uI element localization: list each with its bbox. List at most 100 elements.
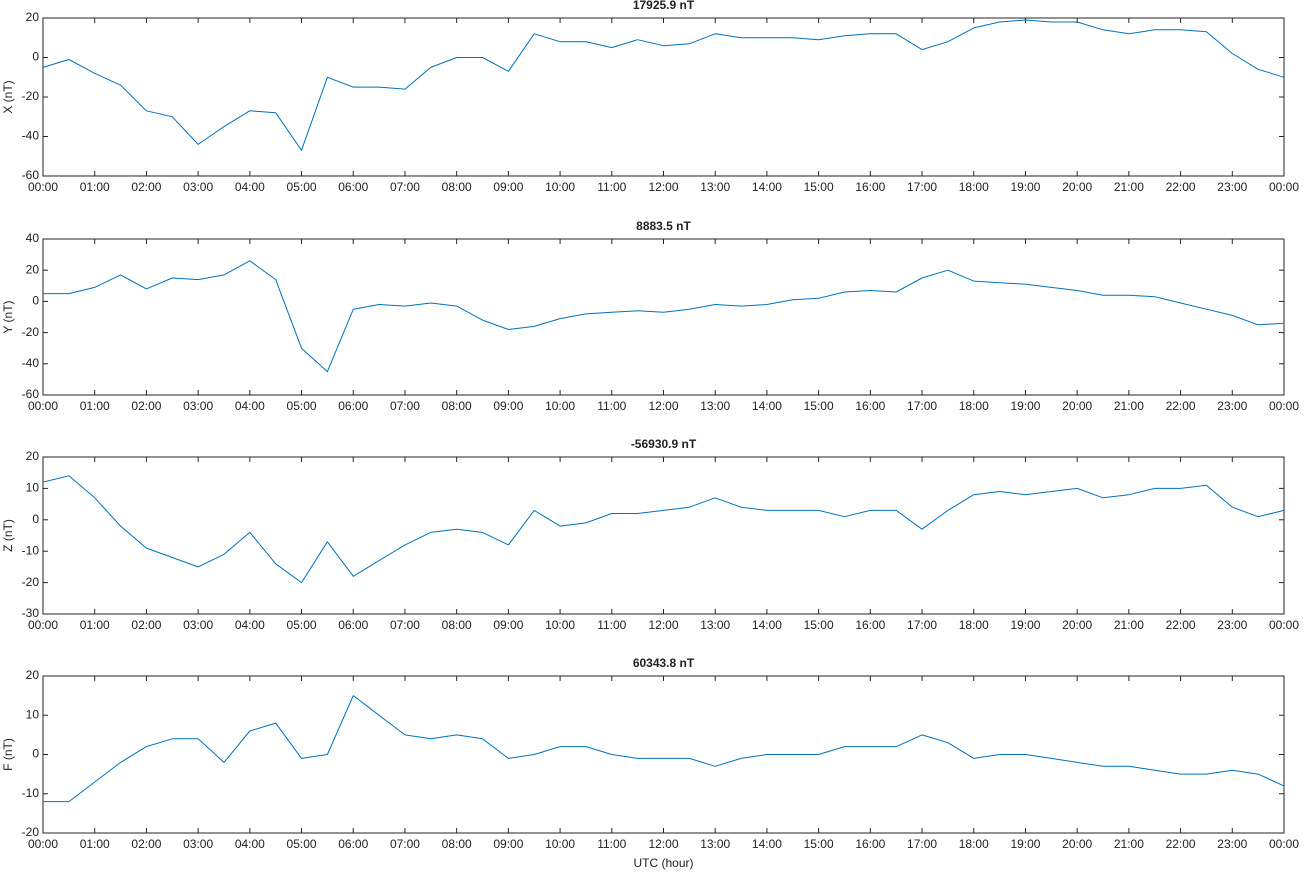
chart-title: 60343.8 nT	[633, 656, 695, 670]
x-tick-label: 09:00	[493, 618, 523, 632]
x-tick-label: 23:00	[1217, 837, 1247, 851]
x-tick-label: 03:00	[183, 837, 213, 851]
x-tick-label: 21:00	[1114, 618, 1144, 632]
x-tick-label: 18:00	[959, 180, 989, 194]
x-tick-label: 03:00	[183, 618, 213, 632]
x-tick-label: 00:00	[1269, 180, 1299, 194]
y-tick-label: 10	[26, 481, 40, 495]
x-tick-label: 23:00	[1217, 180, 1247, 194]
x-tick-label: 04:00	[235, 180, 265, 194]
x-tick-label: 18:00	[959, 618, 989, 632]
x-tick-label: 20:00	[1062, 180, 1092, 194]
x-tick-label: 22:00	[1166, 837, 1196, 851]
y-tick-label: -60	[22, 168, 40, 182]
x-tick-label: 05:00	[287, 618, 317, 632]
x-tick-label: 13:00	[700, 180, 730, 194]
x-tick-label: 09:00	[493, 837, 523, 851]
y-tick-label: 0	[32, 512, 39, 526]
x-tick-label: 23:00	[1217, 618, 1247, 632]
plot-area	[42, 17, 1285, 177]
y-tick-label: 10	[26, 707, 40, 721]
x-tick-label: 05:00	[287, 399, 317, 413]
x-tick-label: 22:00	[1166, 399, 1196, 413]
x-tick-label: 06:00	[338, 618, 368, 632]
y-tick-label: -40	[22, 129, 40, 143]
x-tick-label: 10:00	[545, 180, 575, 194]
data-line	[42, 475, 1285, 584]
x-tick-label: 09:00	[493, 399, 523, 413]
x-tick-label: 03:00	[183, 399, 213, 413]
x-tick-label: 15:00	[804, 837, 834, 851]
x-tick-label: 11:00	[597, 837, 626, 851]
x-tick-label: 04:00	[235, 837, 265, 851]
x-tick-label: 14:00	[752, 837, 782, 851]
x-tick-label: 03:00	[183, 180, 213, 194]
chart-title: -56930.9 nT	[631, 437, 697, 451]
y-axis-label: Y (nT)	[1, 300, 15, 333]
x-tick-label: 14:00	[752, 180, 782, 194]
x-tick-label: 12:00	[648, 180, 678, 194]
x-tick-label: 20:00	[1062, 837, 1092, 851]
x-tick-label: 00:00	[28, 837, 58, 851]
x-tick-label: 14:00	[752, 399, 782, 413]
x-tick-label: 15:00	[804, 618, 834, 632]
x-tick-label: 08:00	[442, 618, 472, 632]
x-tick-label: 06:00	[338, 180, 368, 194]
x-tick-label: 10:00	[545, 399, 575, 413]
x-tick-label: 02:00	[131, 180, 161, 194]
x-tick-label: 10:00	[545, 837, 575, 851]
x-tick-label: 18:00	[959, 837, 989, 851]
x-tick-label: 06:00	[338, 399, 368, 413]
data-line	[43, 695, 1285, 803]
y-axis-label: F (nT)	[1, 738, 15, 771]
x-tick-label: 07:00	[390, 837, 420, 851]
y-tick-label: 20	[26, 668, 40, 682]
y-axis-label: X (nT)	[1, 80, 15, 113]
x-tick-label: 22:00	[1166, 618, 1196, 632]
x-tick-label: 13:00	[700, 837, 730, 851]
x-tick-label: 01:00	[80, 618, 110, 632]
x-tick-label: 12:00	[648, 837, 678, 851]
y-tick-label: -20	[22, 325, 40, 339]
x-tick-label: 08:00	[442, 837, 472, 851]
y-tick-label: -20	[22, 575, 40, 589]
x-tick-label: 23:00	[1217, 399, 1247, 413]
x-tick-label: 17:00	[907, 399, 937, 413]
x-tick-label: 05:00	[287, 180, 317, 194]
x-tick-label: 18:00	[959, 399, 989, 413]
y-tick-label: -20	[22, 825, 40, 839]
plot-area	[42, 238, 1285, 396]
x-tick-label: 20:00	[1062, 618, 1092, 632]
x-tick-label: 11:00	[597, 399, 626, 413]
x-tick-label: 00:00	[28, 180, 58, 194]
x-tick-label: 01:00	[80, 399, 110, 413]
y-tick-label: -20	[22, 89, 40, 103]
x-tick-label: 00:00	[28, 399, 58, 413]
x-tick-label: 10:00	[545, 618, 575, 632]
x-tick-label: 07:00	[390, 399, 420, 413]
y-tick-label: -10	[22, 786, 40, 800]
x-tick-label: 19:00	[1010, 399, 1040, 413]
x-tick-label: 08:00	[442, 399, 472, 413]
x-tick-label: 19:00	[1010, 618, 1040, 632]
x-axis-label: UTC (hour)	[633, 856, 693, 870]
y-tick-label: -40	[22, 356, 40, 370]
x-tick-label: 17:00	[907, 618, 937, 632]
x-tick-label: 20:00	[1062, 399, 1092, 413]
y-tick-label: 0	[32, 50, 39, 64]
plot-area	[42, 456, 1285, 615]
x-tick-label: 15:00	[804, 180, 834, 194]
x-tick-label: 00:00	[1269, 399, 1299, 413]
x-tick-label: 22:00	[1166, 180, 1196, 194]
x-tick-label: 08:00	[442, 180, 472, 194]
x-tick-label: 17:00	[907, 180, 937, 194]
x-tick-label: 21:00	[1114, 837, 1144, 851]
x-tick-label: 17:00	[907, 837, 937, 851]
x-tick-label: 21:00	[1114, 399, 1144, 413]
x-tick-label: 16:00	[855, 837, 885, 851]
x-tick-label: 00:00	[28, 618, 58, 632]
data-line	[43, 260, 1285, 373]
x-tick-label: 06:00	[338, 837, 368, 851]
x-tick-label: 13:00	[700, 399, 730, 413]
x-tick-label: 15:00	[804, 399, 834, 413]
